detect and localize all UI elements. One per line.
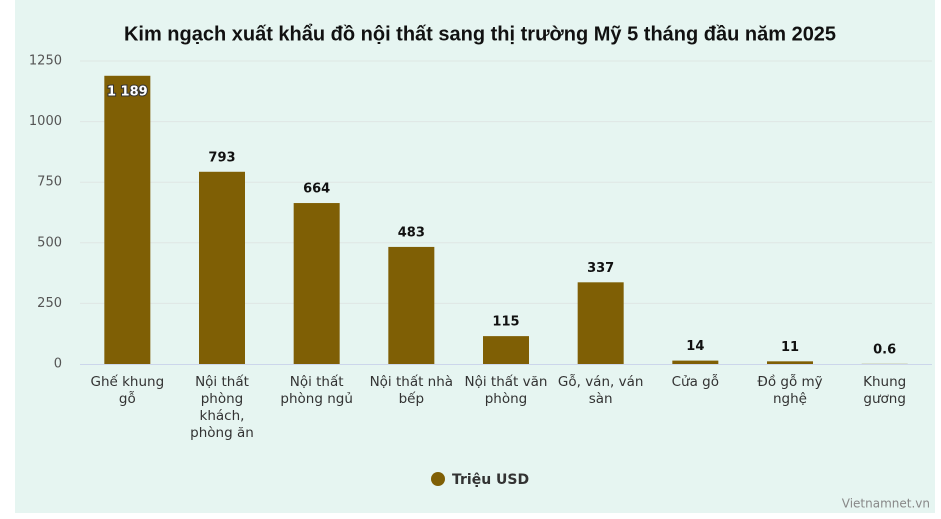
y-tick-label: 500 — [37, 235, 62, 250]
bar — [767, 361, 813, 364]
y-tick-label: 750 — [37, 175, 62, 190]
bar — [672, 360, 719, 364]
bar — [104, 75, 151, 364]
y-tick-label: 1000 — [29, 114, 62, 129]
bar — [388, 246, 435, 364]
x-tick-label: Khung gương — [863, 374, 907, 407]
data-label: 793 — [208, 150, 235, 165]
bar — [577, 282, 624, 364]
legend-marker — [431, 472, 445, 486]
chart-title: Kim ngạch xuất khẩu đồ nội thất sang thị… — [124, 23, 836, 45]
bar — [483, 336, 529, 364]
x-tick-label: Nội thất văn phòng — [464, 374, 548, 407]
x-tick-label: Nội thất phòng khách, phòng ăn — [190, 374, 254, 441]
y-tick-label: 0 — [54, 357, 62, 372]
legend-label: Triệu USD — [452, 472, 529, 488]
source: Vietnamnet.vn — [842, 497, 930, 511]
bar — [293, 203, 340, 364]
y-tick-label: 250 — [37, 296, 62, 311]
x-tick-label: Nội thất phòng ngủ — [280, 374, 353, 407]
data-label: 337 — [587, 261, 614, 276]
data-label: 0.6 — [873, 342, 896, 357]
x-tick-label: Đồ gỗ mỹ nghệ — [757, 374, 823, 407]
x-tick-label: Gỗ, ván, ván sàn — [557, 374, 644, 407]
x-tick-label: Ghế khung gỗ — [90, 374, 165, 407]
y-tick-label: 1250 — [29, 54, 62, 69]
x-tick-label: Cửa gỗ — [671, 374, 720, 390]
data-label: 1 189 — [107, 84, 148, 99]
data-label: 115 — [492, 315, 519, 330]
data-label: 14 — [686, 339, 704, 354]
data-label: 483 — [398, 225, 425, 240]
bar — [199, 171, 245, 364]
data-label: 664 — [303, 182, 330, 197]
x-tick-label: Nội thất nhà bếp — [369, 374, 454, 407]
background — [15, 0, 935, 513]
data-label: 11 — [781, 340, 799, 355]
